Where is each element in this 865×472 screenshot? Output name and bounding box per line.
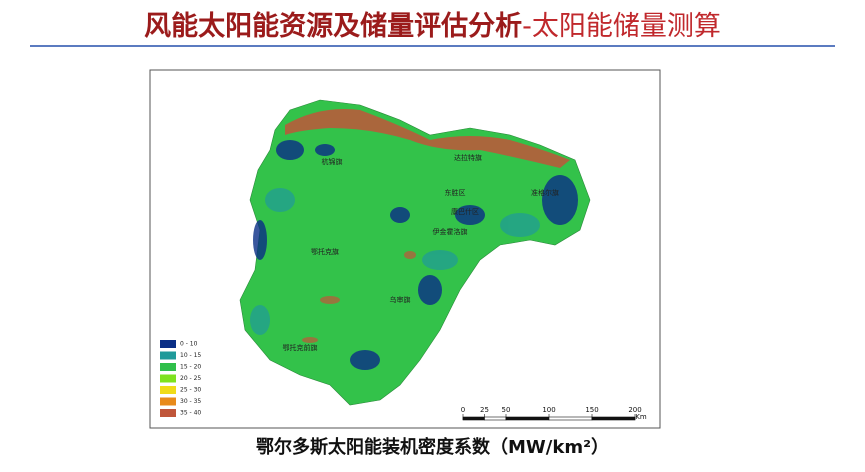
place-label: 准格尔旗	[531, 188, 559, 197]
legend-label: 25 - 30	[180, 387, 201, 394]
place-label: 伊金霍洛旗	[433, 227, 468, 236]
scale-label: 0	[461, 406, 465, 414]
region-band	[285, 109, 570, 168]
legend-label: 20 - 25	[180, 375, 201, 382]
legend-label: 35 - 40	[180, 410, 201, 417]
place-label: 鄂托克前旗	[283, 343, 318, 352]
scale-segment	[505, 416, 550, 421]
legend-swatch	[160, 409, 176, 417]
legend-swatch	[160, 340, 176, 348]
scale-label: 50	[502, 406, 511, 414]
legend-label: 0 - 10	[180, 341, 198, 348]
title-main: 风能太阳能资源及储量评估分析	[144, 11, 523, 42]
map-caption: 鄂尔多斯太阳能装机密度系数（MW/km²）	[256, 437, 609, 458]
legend-swatch	[160, 363, 176, 371]
region-patches-orange	[302, 251, 416, 343]
place-label: 康巴什区	[451, 207, 479, 216]
legend-label: 30 - 35	[180, 398, 201, 405]
place-label: 达拉特旗	[454, 153, 482, 162]
scale-segment	[462, 416, 485, 421]
legend-label: 15 - 20	[180, 364, 201, 371]
legend-swatch	[160, 397, 176, 406]
place-label: 东胜区	[445, 188, 466, 197]
scale-label: 150	[585, 406, 598, 414]
region-patches-teal	[250, 188, 540, 335]
title-rule	[30, 45, 835, 47]
place-label: 乌审旗	[390, 295, 411, 304]
place-label: 鄂托克旗	[311, 247, 339, 256]
scale-segment	[484, 416, 507, 421]
legend-swatch	[160, 386, 176, 394]
scale-label: 25	[480, 406, 489, 414]
slide-title: 风能太阳能资源及储量评估分析-太阳能储量测算	[0, 4, 865, 43]
scale-label: 100	[542, 406, 555, 414]
scale-segment	[548, 416, 593, 421]
region-patches	[253, 140, 578, 370]
scale-segment	[591, 416, 636, 421]
title-sub: -太阳能储量测算	[522, 11, 721, 42]
region	[239, 99, 591, 406]
scale-label: 200	[628, 406, 641, 414]
place-label: 杭锦旗	[322, 157, 343, 166]
legend-label: 10 - 15	[180, 352, 201, 359]
scale-unit: Km	[635, 413, 647, 421]
legend-swatch	[160, 374, 176, 383]
legend-swatch	[160, 351, 176, 360]
